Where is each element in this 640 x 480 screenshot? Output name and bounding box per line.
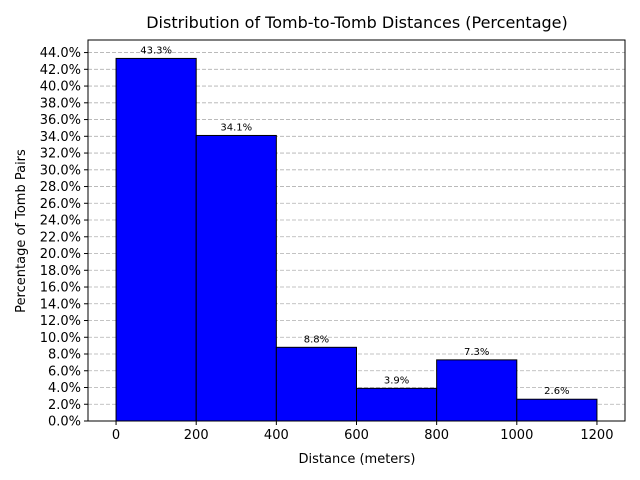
x-tick-label: 0 <box>112 428 120 443</box>
y-tick-label: 42.0% <box>40 63 81 78</box>
x-axis: 0 200 400 600 800 1000 1200 <box>112 421 613 443</box>
y-tick-label: 12.0% <box>40 314 81 329</box>
histogram-bar <box>195 134 277 422</box>
grid-lines <box>88 52 625 422</box>
bars <box>115 57 598 422</box>
y-tick-label: 40.0% <box>40 80 81 95</box>
x-axis-title: Distance (meters) <box>299 452 416 467</box>
histogram-bar <box>516 398 598 422</box>
y-tick-label: 30.0% <box>40 163 81 178</box>
y-tick-label: 0.0% <box>48 415 81 430</box>
histogram-bar <box>115 57 197 422</box>
y-tick-label: 22.0% <box>40 230 81 245</box>
y-tick-label: 8.0% <box>48 348 81 363</box>
x-tick-label: 200 <box>184 428 209 443</box>
y-axis: 0.0% 2.0% 4.0% 6.0%8.0% 10.0% 12.0% 14.0%16.0%… <box>40 46 88 430</box>
x-tick-label: 1200 <box>580 428 613 443</box>
y-tick-label: 18.0% <box>40 264 81 279</box>
x-tick-label: 800 <box>424 428 449 443</box>
y-tick-label: 20.0% <box>40 247 81 262</box>
chart-title: Distribution of Tomb-to-Tomb Distances (… <box>146 13 568 32</box>
bar-value-label: 34.1% <box>220 122 252 133</box>
y-tick-label: 34.0% <box>40 130 81 145</box>
y-tick-label: 4.0% <box>48 381 81 396</box>
y-axis-title: Percentage of Tomb Pairs <box>14 149 29 313</box>
x-tick-label: 600 <box>344 428 369 443</box>
x-tick-label: 400 <box>264 428 289 443</box>
histogram-bar <box>275 346 357 422</box>
data-labels: 43.3% 34.1% 8.8% 3.9% 7.3% 2.6% <box>140 45 569 397</box>
y-tick-label: 32.0% <box>40 147 81 162</box>
bar-value-label: 3.9% <box>384 375 409 386</box>
y-tick-label: 28.0% <box>40 180 81 195</box>
x-tick-label: 1000 <box>500 428 533 443</box>
y-tick-label: 24.0% <box>40 214 81 229</box>
y-tick-label: 6.0% <box>48 364 81 379</box>
bar-value-label: 7.3% <box>464 347 489 358</box>
bar-value-label: 8.8% <box>304 334 329 345</box>
y-tick-label: 2.0% <box>48 398 81 413</box>
y-tick-label: 38.0% <box>40 96 81 111</box>
y-tick-label: 10.0% <box>40 331 81 346</box>
histogram-bar <box>436 359 518 422</box>
bar-value-label: 2.6% <box>544 386 569 397</box>
bar-value-label: 43.3% <box>140 45 172 56</box>
y-tick-label: 44.0% <box>40 46 81 61</box>
y-tick-label: 26.0% <box>40 197 81 212</box>
y-tick-label: 14.0% <box>40 297 81 312</box>
y-tick-label: 36.0% <box>40 113 81 128</box>
y-tick-label: 16.0% <box>40 281 81 296</box>
histogram-bar <box>356 387 438 422</box>
